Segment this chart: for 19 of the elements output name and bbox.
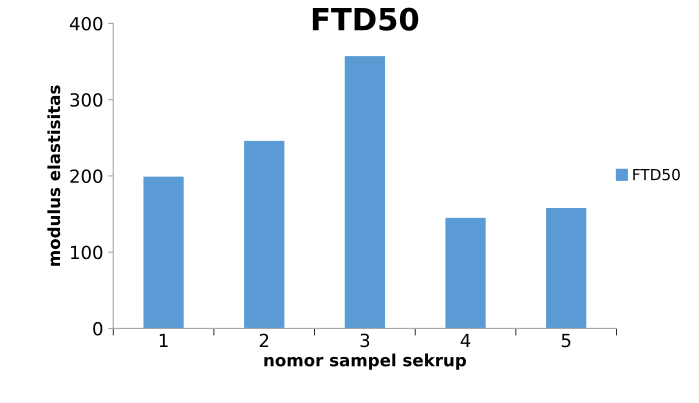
x-tick-label: 2	[260, 334, 268, 348]
y-tick-label: 200	[70, 169, 102, 184]
y-tick-label: 400	[70, 16, 102, 30]
x-tick-label: 3	[360, 334, 370, 348]
bar	[344, 56, 386, 328]
y-tick-label: 100	[71, 246, 102, 260]
y-tick-label: 300	[70, 93, 102, 107]
chart-title: FTD50	[312, 8, 418, 31]
bar	[445, 218, 486, 328]
bar	[244, 140, 284, 328]
x-axis-title: nomor sampel sekrup	[264, 354, 466, 370]
bar	[546, 208, 586, 328]
legend-label: FTD50	[633, 168, 680, 180]
x-tick-label: 1	[160, 334, 168, 348]
x-tick-label: 5	[562, 334, 570, 348]
y-axis-title: modulus elastisitas	[47, 85, 60, 266]
y-tick-label: 0	[93, 322, 102, 336]
x-tick-label: 4	[460, 334, 470, 348]
bar	[143, 176, 184, 328]
